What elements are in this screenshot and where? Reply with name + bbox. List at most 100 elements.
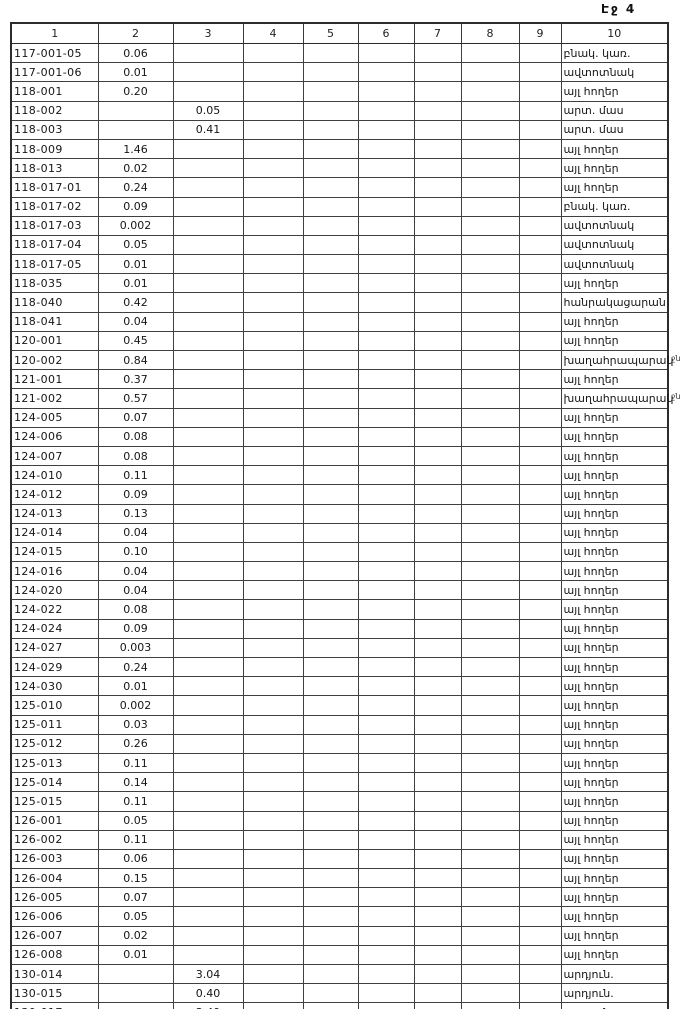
value-cell (172, 906, 244, 927)
value-cell (302, 695, 359, 716)
value-cell: 0.07 (97, 407, 174, 428)
parcel-code-cell: 130-014 (10, 963, 99, 985)
value-cell (460, 983, 520, 1004)
parcel-code-cell: 124-013 (10, 503, 99, 524)
column-header-10: 10 (560, 22, 669, 44)
parcel-code-cell: 124-030 (10, 676, 99, 697)
value-cell (460, 177, 520, 198)
value-cell (242, 541, 304, 563)
value-cell (413, 465, 462, 486)
parcel-code-cell: 125-011 (10, 714, 99, 735)
value-cell (302, 561, 359, 582)
value-cell (242, 656, 304, 678)
parcel-code-cell: 118-017-01 (10, 177, 99, 198)
value-cell (97, 100, 174, 121)
value-cell (357, 311, 415, 332)
table-row: 126-005 0.07 այլ հողեր (10, 887, 669, 908)
value-cell (97, 983, 174, 1004)
table-row: 120-001 0.45 այլ հողեր (10, 330, 669, 352)
value-cell (357, 925, 415, 946)
value-cell (242, 62, 304, 83)
value-cell (302, 676, 359, 697)
value-cell (518, 426, 562, 447)
value-cell (357, 484, 415, 505)
value-cell (460, 541, 520, 563)
parcel-code-cell: 118-002 (10, 100, 99, 121)
table-row: 126-006 0.05 այլ հողեր (10, 906, 669, 927)
value-cell (302, 158, 359, 179)
value-cell (460, 944, 520, 966)
land-use-cell: այլ հողեր (560, 925, 669, 946)
value-cell (518, 637, 562, 659)
value-cell (357, 42, 415, 64)
table-row: 118-017-04 0.05 ավտոտնակ (10, 234, 669, 256)
value-cell (172, 177, 244, 198)
value-cell (302, 100, 359, 121)
value-cell (413, 215, 462, 236)
value-cell (413, 119, 462, 140)
value-cell (413, 273, 462, 294)
value-cell (460, 292, 520, 313)
table-row: 118-013 0.02 այլ հողեր (10, 158, 669, 179)
value-cell (242, 330, 304, 352)
value-cell (302, 426, 359, 447)
value-cell (460, 714, 520, 735)
value-cell (413, 369, 462, 390)
value-cell (242, 906, 304, 927)
value-cell (302, 484, 359, 505)
table-row: 118-017-01 0.24 այլ հողեր (10, 177, 669, 198)
value-cell (172, 522, 244, 543)
value-cell (413, 772, 462, 793)
value-cell (172, 676, 244, 697)
value-cell (518, 465, 562, 486)
value-cell (242, 254, 304, 275)
column-header-3: 3 (172, 22, 244, 44)
value-cell (172, 273, 244, 294)
value-cell: 0.04 (97, 522, 174, 543)
value-cell (172, 925, 244, 946)
value-cell: 0.01 (97, 273, 174, 294)
value-cell (357, 426, 415, 447)
value-cell: 0.04 (97, 580, 174, 601)
value-cell (242, 733, 304, 754)
land-use-cell: այլ հողեր (560, 484, 669, 505)
value-cell (357, 407, 415, 428)
value-cell (460, 42, 520, 64)
value-cell (518, 196, 562, 217)
value-cell (518, 963, 562, 985)
value-cell (460, 369, 520, 390)
value-cell: 0.26 (97, 733, 174, 754)
value-cell (413, 196, 462, 217)
value-cell: 0.002 (97, 695, 174, 716)
value-cell (518, 407, 562, 428)
land-use-cell: այլ հողեր (560, 580, 669, 601)
value-cell: 0.14 (97, 772, 174, 793)
value-cell (413, 963, 462, 985)
value-cell (302, 292, 359, 313)
value-cell (518, 349, 562, 371)
value-cell (518, 752, 562, 774)
value-cell (460, 963, 520, 985)
value-cell (518, 445, 562, 467)
value-cell (518, 791, 562, 812)
value-cell (413, 330, 462, 352)
land-use-cell: այլ հողեր (560, 829, 669, 850)
value-cell (357, 829, 415, 850)
value-cell (357, 388, 415, 409)
land-use-cell: բնակ. կառ. (560, 196, 669, 217)
value-cell (172, 484, 244, 505)
parcel-code-cell: 124-012 (10, 484, 99, 505)
land-use-cell: այլ հողեր (560, 637, 669, 659)
column-header-7: 7 (413, 22, 462, 44)
table-row: 118-017-03 0.002 ավտոտնակ (10, 215, 669, 236)
value-cell (518, 1002, 562, 1009)
value-cell (242, 695, 304, 716)
value-cell (302, 906, 359, 927)
land-use-cell: այլ հողեր (560, 752, 669, 774)
land-use-cell: այլ հողեր (560, 426, 669, 447)
value-cell (242, 561, 304, 582)
parcel-code-cell: 130-015 (10, 983, 99, 1004)
value-cell (357, 791, 415, 812)
land-use-cell: այլ հողեր (560, 599, 669, 620)
value-cell (413, 484, 462, 505)
